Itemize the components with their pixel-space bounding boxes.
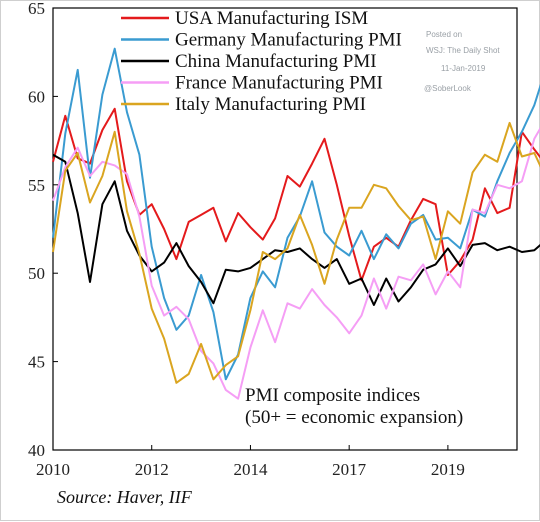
legend-label: USA Manufacturing ISM	[175, 8, 368, 29]
series-line-usa-manufacturing-ism	[52, 107, 540, 282]
y-tick-label: 45	[28, 353, 45, 372]
series-line-italy-manufacturing-pmi	[52, 121, 540, 384]
y-tick-label: 40	[28, 441, 45, 460]
legend-label: Germany Manufacturing PMI	[175, 30, 402, 51]
plot-area-border	[52, 7, 518, 451]
watermark-line-3: 11-Jan-2019	[441, 64, 486, 73]
series-line-germany-manufacturing-pmi	[52, 47, 540, 381]
legend-label: China Manufacturing PMI	[175, 51, 377, 72]
watermark: Posted on WSJ: The Daily Shot 11-Jan-201…	[424, 30, 500, 93]
annotation-line-2: (50+ = economic expansion)	[245, 407, 463, 428]
y-tick-label: 50	[28, 264, 45, 283]
y-tick-label: 60	[28, 87, 45, 106]
watermark-line-1: Posted on	[426, 30, 462, 39]
y-tick-label: 55	[28, 176, 45, 195]
axis-ticks: 40 45 50 55 60 65 2010 2012 2014 2017 2019	[28, 1, 465, 479]
legend-label: Italy Manufacturing PMI	[175, 94, 366, 115]
x-tick-label: 2019	[431, 460, 465, 479]
source-note: Source: Haver, IIF	[57, 487, 193, 507]
watermark-line-2: WSJ: The Daily Shot	[426, 46, 500, 55]
watermark-line-4: @SoberLook	[424, 84, 472, 93]
series-line-france-manufacturing-pmi	[52, 126, 540, 400]
x-tick-label: 2012	[135, 460, 169, 479]
legend-label: France Manufacturing PMI	[175, 73, 383, 94]
x-tick-label: 2017	[332, 460, 367, 479]
series-lines	[52, 47, 540, 400]
x-tick-label: 2010	[36, 460, 70, 479]
x-tick-label: 2014	[233, 460, 268, 479]
y-tick-label: 65	[28, 1, 45, 18]
annotation-line-1: PMI composite indices	[245, 385, 420, 406]
